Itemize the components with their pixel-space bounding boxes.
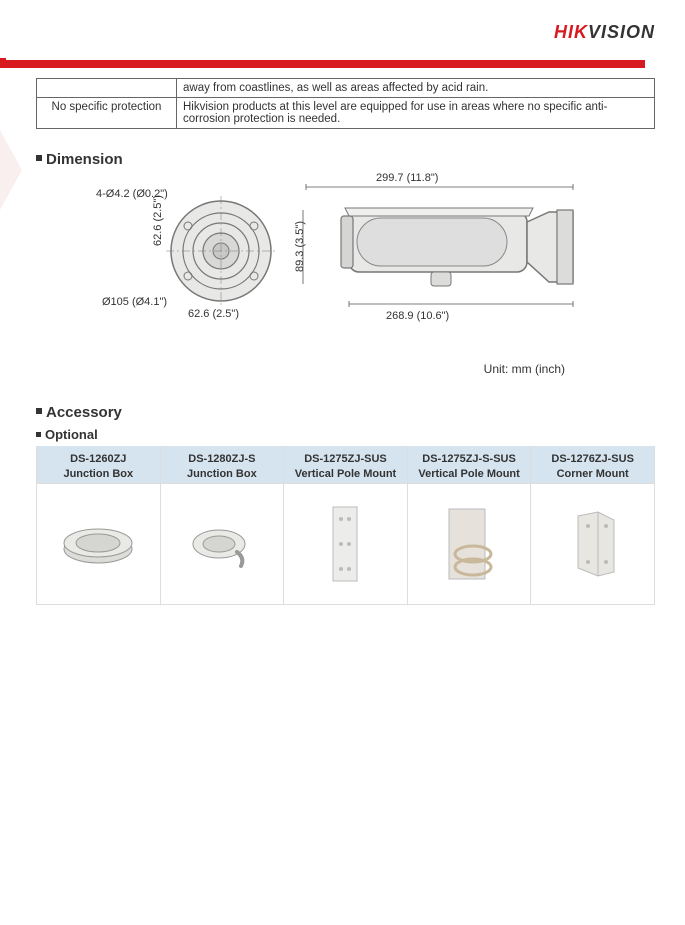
accessory-column: DS-1280ZJ-S Junction Box: [161, 446, 285, 605]
accessory-column: DS-1260ZJ Junction Box: [37, 446, 161, 605]
accessory-image: [161, 484, 284, 604]
pole-mount-icon: [429, 499, 509, 589]
bullet-icon: [36, 155, 42, 161]
accessory-image: [284, 484, 407, 604]
accessory-column: DS-1276ZJ-SUS Corner Mount: [531, 446, 655, 605]
accessory-image: [531, 484, 654, 604]
corner-mount-icon: [558, 504, 628, 584]
accessory-header: DS-1280ZJ-S Junction Box: [161, 446, 284, 484]
accessory-column: DS-1275ZJ-S-SUS Vertical Pole Mount: [408, 446, 532, 605]
spec-label-empty: [37, 79, 177, 98]
accessory-table: DS-1260ZJ Junction Box DS-1280ZJ-S Junct…: [36, 446, 655, 605]
accessory-header: DS-1260ZJ Junction Box: [37, 446, 160, 484]
dim-diameter: Ø105 (Ø4.1"): [102, 296, 167, 308]
accessory-header: DS-1276ZJ-SUS Corner Mount: [531, 446, 654, 484]
decorative-triangle: [0, 130, 22, 210]
accessory-image: [408, 484, 531, 604]
page-content: away from coastlines, as well as areas a…: [0, 68, 685, 605]
accessory-heading: Accessory: [36, 404, 655, 421]
accessory-header: DS-1275ZJ-S-SUS Vertical Pole Mount: [408, 446, 531, 484]
table-row: away from coastlines, as well as areas a…: [37, 79, 655, 98]
pole-mount-icon: [315, 499, 375, 589]
accessory-column: DS-1275ZJ-SUS Vertical Pole Mount: [284, 446, 408, 605]
spec-desc: Hikvision products at this level are equ…: [177, 98, 655, 129]
table-row: No specific protection Hikvision product…: [37, 98, 655, 129]
dimension-heading: Dimension: [36, 151, 655, 168]
logo-part2: VISION: [588, 22, 655, 42]
dimension-unit: Unit: mm (inch): [36, 362, 565, 376]
header-red-bar: [0, 60, 645, 68]
front-view-svg: [166, 196, 276, 306]
junction-box-icon: [58, 519, 138, 569]
page-header: HIKVISION: [0, 0, 685, 60]
dimension-diagram: 299.7 (11.8") 4-Ø4.2 (Ø0.2") 62.6 (2.5")…: [66, 174, 655, 354]
dim-bottom-width: 62.6 (2.5"): [188, 308, 239, 320]
junction-box-icon: [187, 514, 257, 574]
bullet-icon: [36, 408, 42, 414]
side-view-svg: [301, 182, 581, 312]
spec-table: away from coastlines, as well as areas a…: [36, 78, 655, 129]
brand-logo: HIKVISION: [554, 22, 655, 43]
logo-part1: HIK: [554, 22, 588, 42]
spec-label: No specific protection: [37, 98, 177, 129]
dim-left-height: 62.6 (2.5"): [152, 195, 164, 246]
accessory-image: [37, 484, 160, 604]
optional-heading: Optional: [36, 427, 655, 442]
bullet-icon: [36, 432, 41, 437]
accessory-header: DS-1275ZJ-SUS Vertical Pole Mount: [284, 446, 407, 484]
spec-desc: away from coastlines, as well as areas a…: [177, 79, 655, 98]
